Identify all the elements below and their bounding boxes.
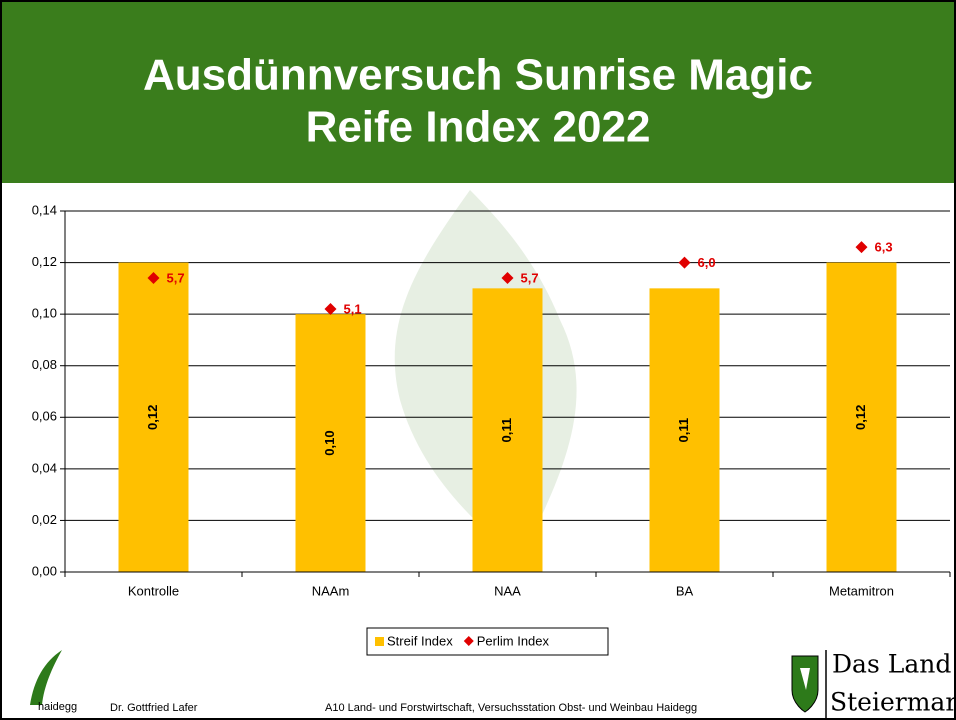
point (501, 272, 514, 285)
y-tick-label: 0,08 (32, 357, 57, 372)
bar-value-label: 0,12 (145, 405, 160, 430)
bar-value-label: 0,11 (676, 418, 691, 443)
y-tick-label: 0,14 (32, 202, 57, 217)
legend-label: Streif Index (387, 633, 453, 648)
y-tick-label: 0,02 (32, 512, 57, 527)
x-tick-label: NAA (494, 583, 521, 598)
legend-box (366, 627, 609, 656)
haidegg-logo (30, 650, 62, 705)
bar (472, 288, 543, 572)
logo-text: haidegg (38, 701, 77, 713)
legend-label: Perlim Index (477, 633, 550, 648)
x-tick-label: NAAm (312, 583, 350, 598)
author: Dr. Gottfried Lafer (110, 702, 198, 714)
bar-value-label: 0,12 (853, 405, 868, 430)
brand-line: Das Land (832, 650, 951, 679)
y-tick-label: 0,04 (32, 460, 57, 475)
brand-line: Steiermark (830, 688, 956, 717)
point-value-label: 6,3 (875, 240, 893, 255)
x-tick-label: BA (676, 583, 694, 598)
bar (295, 314, 366, 572)
bar-value-label: 0,11 (499, 418, 514, 443)
header-band (2, 2, 954, 183)
legend-swatch (375, 637, 384, 646)
y-tick-label: 0,06 (32, 409, 57, 424)
point (855, 241, 868, 254)
bar (649, 288, 720, 572)
point-value-label: 5,7 (167, 270, 185, 285)
point (147, 272, 160, 285)
y-tick-label: 0,12 (32, 254, 57, 269)
x-tick-label: Metamitron (829, 583, 894, 598)
point-value-label: 5,1 (344, 301, 362, 316)
x-tick-label: Kontrolle (128, 583, 179, 598)
y-tick-label: 0,10 (32, 306, 57, 321)
bar-value-label: 0,10 (322, 430, 337, 455)
point-value-label: 6,0 (698, 255, 716, 270)
point (678, 256, 691, 269)
coat-of-arms-panther (800, 668, 810, 690)
legend-swatch (463, 636, 474, 646)
bar (826, 262, 897, 572)
title-line: Ausdünnversuch Sunrise Magic (143, 51, 813, 100)
point-value-label: 5,7 (521, 270, 539, 285)
title-line: Reife Index 2022 (306, 103, 651, 152)
point (324, 302, 337, 315)
bar (118, 262, 189, 572)
institution: A10 Land- und Forstwirtschaft, Versuchss… (325, 702, 697, 714)
y-tick-label: 0,00 (32, 563, 57, 578)
